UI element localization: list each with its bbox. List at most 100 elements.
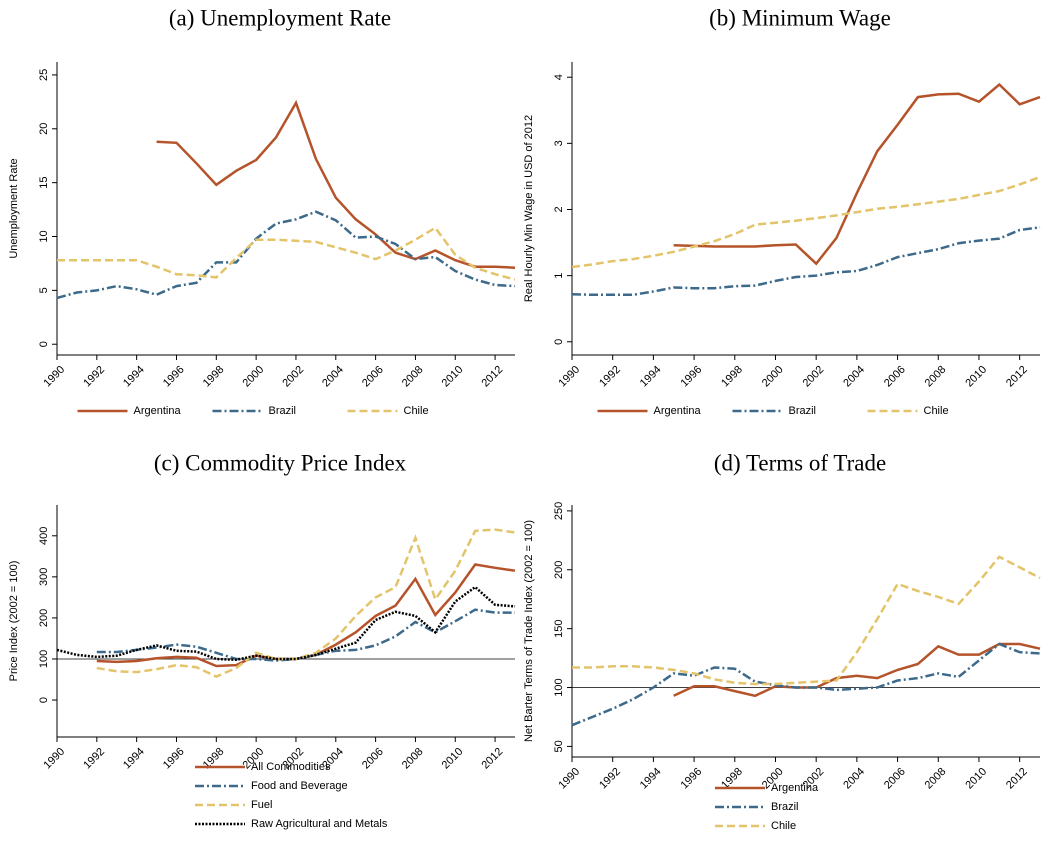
x-tick-label: 2010 [963, 364, 989, 390]
x-tick-label: 2006 [360, 364, 386, 390]
x-tick-label: 2012 [480, 364, 506, 390]
x-tick-label: 1994 [121, 746, 147, 772]
x-tick-label: 2004 [841, 364, 867, 390]
legend-label: Brazil [269, 405, 297, 417]
y-axis-title: Real Hourly Min Wage in USD of 2012 [523, 115, 535, 302]
series-line [572, 555, 1041, 686]
x-tick-label: 1992 [597, 364, 623, 390]
y-tick-label: 400 [38, 527, 50, 545]
y-tick-label: 300 [38, 568, 50, 586]
x-tick-label: 2008 [400, 746, 426, 772]
legend-label: Chile [924, 405, 949, 417]
x-tick-label: 1990 [556, 364, 582, 390]
series-line [673, 82, 1041, 266]
x-tick-label: 1998 [719, 364, 745, 390]
x-tick-label: 2012 [480, 746, 506, 772]
x-tick-label: 2012 [1004, 364, 1030, 390]
y-tick-label: 10 [38, 230, 50, 242]
legend-label: All Commodities [251, 761, 331, 773]
y-tick-label: 20 [38, 123, 50, 135]
series-line [56, 210, 516, 300]
y-tick-label: 1 [553, 273, 565, 279]
series-line [96, 563, 516, 668]
x-tick-label: 1998 [201, 364, 227, 390]
x-tick-label: 1992 [81, 746, 107, 772]
y-tick-label: 0 [38, 341, 50, 347]
y-tick-label: 4 [553, 74, 565, 80]
y-tick-label: 0 [553, 339, 565, 345]
x-tick-label: 2012 [1004, 766, 1030, 792]
x-tick-label: 1990 [41, 746, 67, 772]
x-tick-label: 2004 [320, 364, 346, 390]
y-tick-label: 100 [38, 650, 50, 668]
x-tick-label: 2000 [241, 364, 267, 390]
panel: (b) Minimum Wage Real Hourly Min Wage in … [523, 5, 1041, 417]
x-tick-label: 2010 [440, 746, 466, 772]
panel: (a) Unemployment Rate Unemployment Rate 0 5… [8, 5, 516, 417]
y-tick-label: 0 [38, 697, 50, 703]
x-tick-label: 1990 [41, 364, 67, 390]
x-tick-label: 2006 [882, 766, 908, 792]
y-tick-label: 5 [38, 287, 50, 293]
series-line [56, 585, 516, 662]
x-tick-label: 1996 [161, 746, 187, 772]
x-tick-label: 1992 [81, 364, 107, 390]
x-tick-label: 2002 [280, 364, 306, 390]
x-tick-label: 1996 [679, 766, 705, 792]
x-tick-label: 2002 [801, 364, 827, 390]
y-axis-title: Unemployment Rate [8, 158, 20, 258]
legend-label: Fuel [251, 799, 272, 811]
x-tick-label: 1990 [556, 766, 582, 792]
x-tick-label: 2010 [440, 364, 466, 390]
panel-title: (a) Unemployment Rate [169, 5, 391, 30]
x-tick-label: 2004 [841, 766, 867, 792]
series-line [96, 528, 516, 678]
y-tick-label: 100 [553, 678, 565, 696]
series-line [571, 642, 1041, 727]
y-tick-label: 15 [38, 177, 50, 189]
x-tick-label: 2008 [923, 364, 949, 390]
x-tick-label: 2010 [963, 766, 989, 792]
x-tick-label: 2006 [882, 364, 908, 390]
legend-label: Raw Agricultural and Metals [251, 818, 388, 830]
legend-label: Brazil [771, 801, 799, 813]
legend-label: Brazil [789, 405, 817, 417]
panel-title: (c) Commodity Price Index [154, 450, 407, 475]
x-tick-label: 1994 [121, 364, 147, 390]
y-axis-title: Net Barter Terms of Trade Index (2002 = … [523, 520, 535, 742]
x-tick-label: 2000 [760, 364, 786, 390]
panel-title: (b) Minimum Wage [709, 5, 891, 30]
series-line [156, 99, 516, 269]
legend-label: Argentina [654, 405, 702, 417]
x-tick-label: 1992 [597, 766, 623, 792]
series-line [571, 226, 1041, 297]
y-tick-label: 2 [553, 206, 565, 212]
y-tick-label: 50 [553, 740, 565, 752]
legend-label: Chile [771, 820, 796, 832]
y-tick-label: 250 [553, 502, 565, 520]
x-tick-label: 1996 [161, 364, 187, 390]
series-line [57, 226, 516, 281]
series-line [96, 608, 515, 662]
legend-label: Argentina [771, 782, 819, 794]
x-tick-label: 2008 [400, 364, 426, 390]
panel: (c) Commodity Price Index Price Index (20… [8, 450, 516, 830]
series-line [571, 175, 1041, 269]
x-tick-label: 1994 [638, 766, 664, 792]
y-tick-label: 3 [553, 140, 565, 146]
x-tick-label: 2006 [360, 746, 386, 772]
series-line [673, 642, 1041, 698]
y-tick-label: 200 [38, 609, 50, 627]
legend-label: Food and Beverage [251, 780, 348, 792]
y-tick-label: 25 [38, 69, 50, 81]
y-tick-label: 150 [553, 619, 565, 637]
legend-label: Chile [404, 405, 429, 417]
x-tick-label: 2008 [923, 766, 949, 792]
x-tick-label: 1996 [679, 364, 705, 390]
panel-title: (d) Terms of Trade [714, 450, 886, 475]
legend-label: Argentina [134, 405, 182, 417]
y-axis-title: Price Index (2002 = 100) [8, 561, 20, 682]
y-tick-label: 200 [553, 561, 565, 579]
panel: (d) Terms of Trade Net Barter Terms of Tr… [523, 450, 1041, 832]
